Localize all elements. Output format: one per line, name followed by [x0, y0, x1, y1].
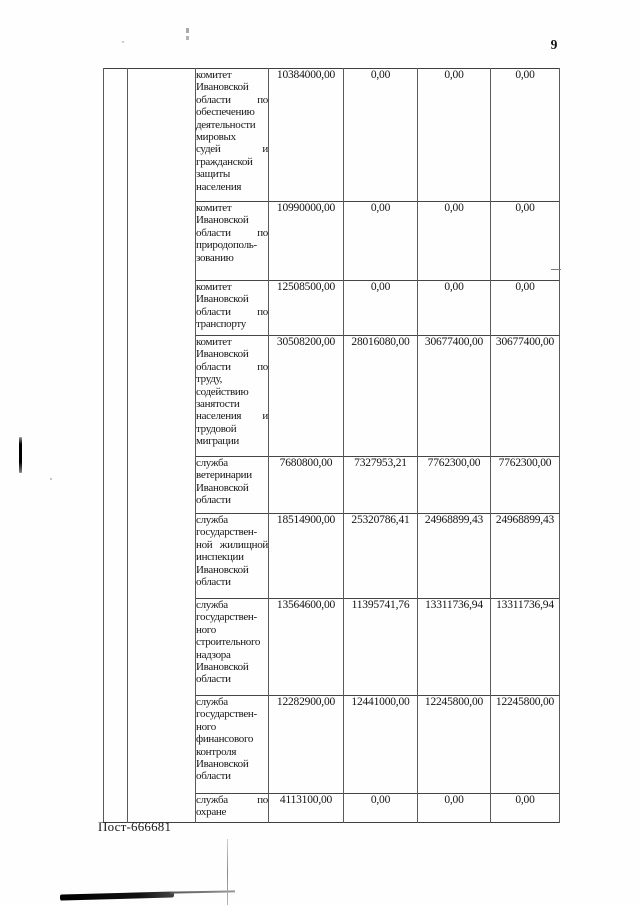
- amount-cell: 0,00: [490, 201, 560, 281]
- amount-cell: 4113100,00: [268, 793, 344, 823]
- amount-cell: 0,00: [490, 793, 560, 823]
- amount-cell: 0,00: [343, 201, 418, 281]
- table-row: комитет Ивановской области по транспорту 125…: [104, 280, 560, 336]
- budget-table: комитет Ивановской области по обеспечению дея…: [103, 68, 560, 823]
- amount-cell: 0,00: [417, 68, 491, 202]
- agency-name-cell: комитет Ивановской области по природополь-зо…: [195, 201, 269, 281]
- amount-cell: 30677400,00: [417, 335, 491, 457]
- table-row: служба государствен-ного строительного надз…: [104, 598, 560, 696]
- scan-speck-artifact: [186, 28, 189, 33]
- amount-cell: 28016080,00: [343, 335, 418, 457]
- amount-cell: 24968899,43: [417, 513, 491, 599]
- scan-speck-artifact: [50, 478, 52, 480]
- amount-cell: 7762300,00: [417, 456, 491, 514]
- amount-cell: 24968899,43: [490, 513, 560, 599]
- table-row: комитет Ивановской области по природополь-зо…: [104, 201, 560, 281]
- agency-name-cell: служба государствен-ного строительного надз…: [195, 598, 269, 696]
- ink-mark-artifact: [19, 437, 22, 473]
- scan-smudge-tail-artifact: [169, 890, 236, 894]
- scan-smudge-artifact: [59, 891, 175, 901]
- amount-cell: 0,00: [343, 793, 418, 823]
- amount-cell: 13311736,94: [417, 598, 491, 696]
- table-row: комитет Ивановской области по труду, содейств…: [104, 335, 560, 457]
- scan-speck-artifact: [122, 41, 124, 43]
- agency-name-cell: комитет Ивановской области по обеспечению дея…: [195, 68, 269, 202]
- amount-cell: 18514900,00: [268, 513, 344, 599]
- agency-name-cell: служба по охране: [195, 793, 269, 823]
- amount-cell: 13311736,94: [490, 598, 560, 696]
- amount-cell: 25320786,41: [343, 513, 418, 599]
- amount-cell: 0,00: [417, 280, 491, 336]
- table-row: служба ветеринарии Ивановской области 76808…: [104, 456, 560, 514]
- amount-cell: 11395741,76: [343, 598, 418, 696]
- amount-cell: 7680800,00: [268, 456, 344, 514]
- amount-cell: 30508200,00: [268, 335, 344, 457]
- amount-cell: 7762300,00: [490, 456, 560, 514]
- page-number: 9: [550, 37, 558, 52]
- scan-speck-artifact: [186, 36, 189, 40]
- agency-name-cell: служба государствен-ного финансового контро…: [195, 695, 269, 794]
- amount-cell: 12282900,00: [268, 695, 344, 794]
- amount-cell: 0,00: [490, 68, 560, 202]
- amount-cell: 13564600,00: [268, 598, 344, 696]
- table-row: служба по охране 4113100,00 0,00 0,00 0,00: [104, 793, 560, 823]
- amount-cell: 12245800,00: [417, 695, 491, 794]
- amount-cell: 10990000,00: [268, 201, 344, 281]
- amount-cell: 0,00: [417, 793, 491, 823]
- table-row: комитет Ивановской области по обеспечению дея…: [103, 68, 560, 823]
- amount-cell: 0,00: [343, 280, 418, 336]
- crease-line-artifact: [227, 839, 228, 905]
- agency-name-cell: комитет Ивановской области по транспорту: [195, 280, 269, 336]
- amount-cell: 0,00: [490, 280, 560, 336]
- document-code: Пост-666681: [98, 819, 172, 834]
- amount-cell: 7327953,21: [343, 456, 418, 514]
- amount-cell: 12245800,00: [490, 695, 560, 794]
- table-row: служба государствен-ного финансового контро…: [104, 695, 560, 794]
- scan-tick-artifact: [551, 269, 561, 270]
- amount-cell: 0,00: [417, 201, 491, 281]
- agency-name-cell: служба ветеринарии Ивановской области: [195, 456, 269, 514]
- empty-cell: [103, 68, 128, 823]
- agency-name-cell: служба государствен-ной жилищной инспекции И…: [195, 513, 269, 599]
- amount-cell: 30677400,00: [490, 335, 560, 457]
- amount-cell: 0,00: [343, 68, 418, 202]
- amount-cell: 10384000,00: [268, 68, 344, 202]
- empty-cell: [127, 68, 196, 823]
- amount-cell: 12508500,00: [268, 280, 344, 336]
- table-row: служба государствен-ной жилищной инспекции И…: [104, 513, 560, 599]
- agency-name-cell: комитет Ивановской области по труду, содейств…: [195, 335, 269, 457]
- amount-cell: 12441000,00: [343, 695, 418, 794]
